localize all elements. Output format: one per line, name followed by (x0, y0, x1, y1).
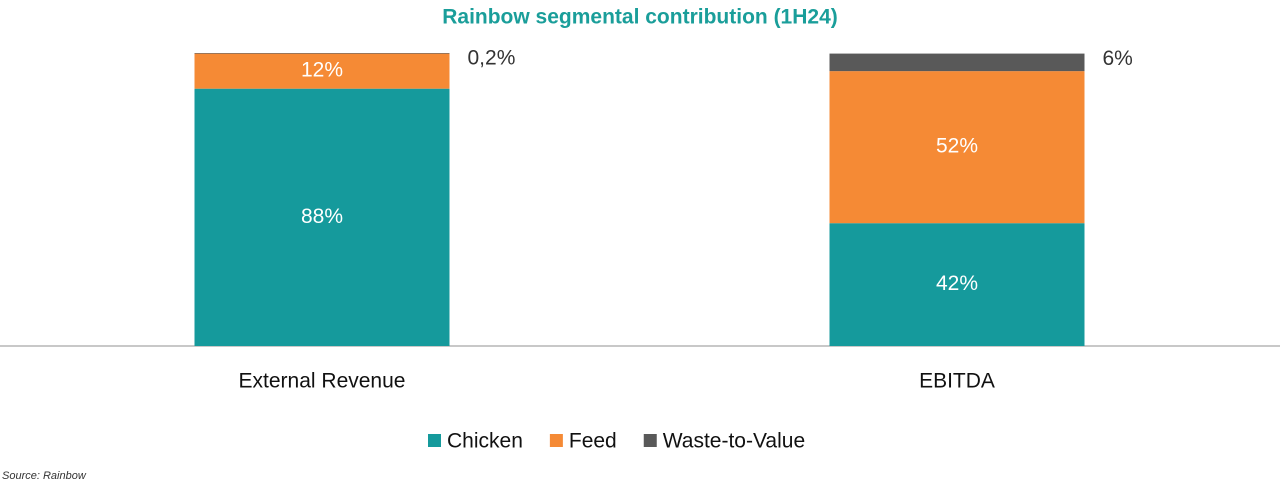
bar-segment (194, 53, 450, 54)
data-label: 6% (1103, 47, 1133, 70)
x-tick-label: EBITDA (919, 370, 995, 393)
data-label: 0,2% (468, 47, 516, 70)
bar-segment (829, 223, 1085, 346)
chart-title: Rainbow segmental contribution (1H24) (442, 6, 838, 29)
data-label: 52% (936, 135, 978, 158)
legend-label: Feed (569, 430, 617, 453)
legend-label: Waste-to-Value (663, 430, 805, 453)
legend-swatch (643, 434, 657, 447)
legend-swatch (549, 434, 563, 447)
x-tick-label: External Revenue (239, 370, 406, 393)
source-note: Source: Rainbow (2, 470, 87, 482)
legend-swatch (428, 434, 441, 447)
bar-segment (194, 53, 450, 89)
data-label: 12% (301, 59, 343, 82)
legend-label: Chicken (447, 430, 523, 453)
bar-segment (829, 71, 1085, 224)
data-label: 42% (936, 272, 978, 295)
bar-segment (829, 53, 1085, 72)
data-label: 88% (301, 205, 343, 228)
bar-segment (194, 88, 450, 346)
